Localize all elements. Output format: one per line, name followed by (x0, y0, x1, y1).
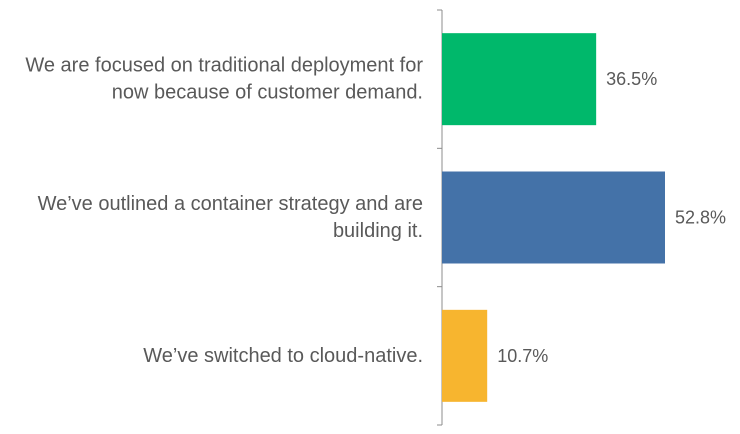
category-axis (437, 9, 443, 426)
data-label: 52.8% (675, 208, 726, 228)
data-label: 10.7% (497, 346, 548, 366)
bars (442, 33, 665, 402)
category-label: We’ve outlined a container strategy and … (38, 193, 423, 242)
labels: 36.5% We are focused on traditional deplo… (25, 55, 726, 367)
category-label-line: We’ve outlined a container strategy and … (38, 193, 423, 215)
category-label: We are focused on traditional deployment… (25, 55, 423, 104)
category-label-line: We are focused on traditional deployment… (25, 55, 423, 77)
category-label-line: building it. (333, 220, 423, 242)
category-label-line: now because of customer demand. (112, 82, 423, 104)
bar (442, 33, 597, 126)
category-label: We’ve switched to cloud-native. (143, 345, 423, 367)
category-label-line: We’ve switched to cloud-native. (143, 345, 423, 367)
data-label: 36.5% (606, 69, 657, 89)
bar (442, 309, 488, 402)
bar (442, 171, 665, 264)
